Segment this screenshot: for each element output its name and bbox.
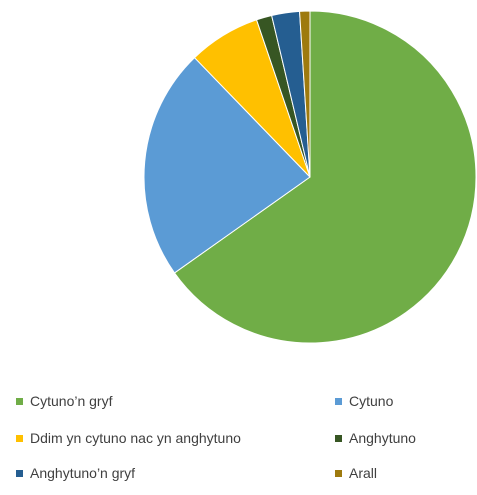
legend-item-ddim-yn-cytuno: Ddim yn cytuno nac yn anghytuno (16, 427, 241, 449)
chart-legend: Cytuno’n gryf Cytuno Ddim yn cytuno nac … (0, 380, 477, 490)
legend-swatch-anghytunon-gryf (16, 469, 23, 477)
pie-chart (143, 10, 477, 344)
pie-slice-cytunon-gryf (173, 10, 477, 344)
legend-swatch-cytuno (335, 397, 342, 405)
legend-swatch-ddim-yn-cytuno (16, 434, 23, 442)
legend-label-arall: Arall (349, 465, 378, 481)
legend-swatch-arall (335, 469, 342, 477)
pie-slice-cytuno (143, 56, 311, 274)
pie-slice-arall (299, 10, 311, 178)
legend-label-cytuno: Cytuno (349, 393, 394, 409)
legend-swatch-cytunon-gryf (16, 397, 23, 405)
legend-label-anghytuno: Anghytuno (349, 430, 416, 446)
legend-item-cytunon-gryf: Cytuno’n gryf (16, 390, 112, 412)
legend-item-anghytuno: Anghytuno (335, 427, 416, 449)
legend-swatch-anghytuno (335, 434, 342, 442)
legend-item-cytuno: Cytuno (335, 390, 393, 412)
legend-label-cytunon-gryf: Cytuno’n gryf (30, 393, 113, 409)
legend-label-anghytunon-gryf: Anghytuno’n gryf (30, 465, 136, 481)
legend-label-ddim-yn-cytuno: Ddim yn cytuno nac yn anghytuno (30, 430, 241, 446)
legend-item-anghytunon-gryf: Anghytuno’n gryf (16, 462, 135, 484)
legend-item-arall: Arall (335, 462, 377, 484)
